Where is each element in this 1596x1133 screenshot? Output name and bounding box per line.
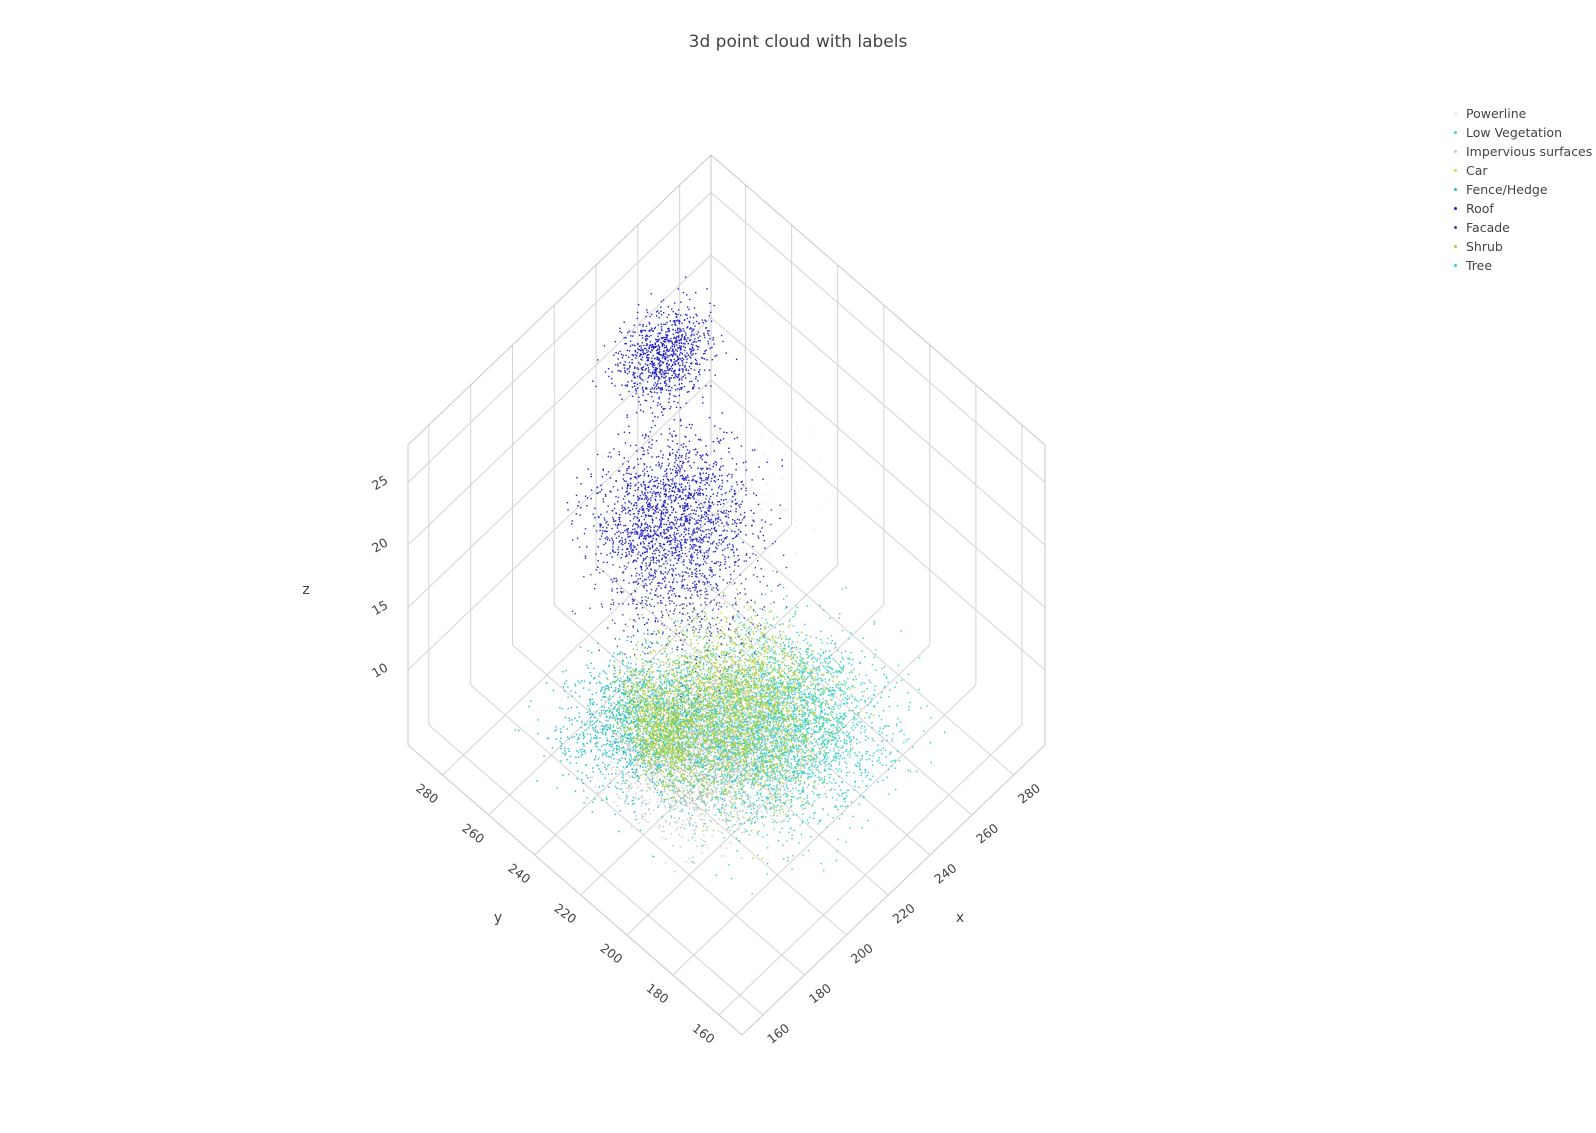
y-tick-label: 240 xyxy=(505,860,533,886)
y-tick-label: 220 xyxy=(551,900,579,926)
legend-item[interactable]: Facade xyxy=(1436,218,1596,237)
floor-grid-y-line xyxy=(626,644,931,936)
z-axis-title: z xyxy=(302,582,309,598)
legend-marker-icon xyxy=(1454,188,1457,191)
legend-marker-icon xyxy=(1454,169,1457,172)
legend-marker-icon xyxy=(1454,245,1457,248)
back-wall-grid-z-line xyxy=(407,379,712,671)
legend-item[interactable]: Car xyxy=(1436,161,1596,180)
series-points-fence-hedge xyxy=(514,622,776,857)
legend-item[interactable]: Powerline xyxy=(1436,104,1596,123)
y-tick-label: 260 xyxy=(459,820,487,846)
series-points-shrub xyxy=(600,649,714,815)
z-tick-label: 15 xyxy=(369,597,390,618)
legend-item[interactable]: Shrub xyxy=(1436,237,1596,256)
legend-label: Shrub xyxy=(1466,239,1503,254)
legend-label: Roof xyxy=(1466,201,1494,216)
y-tick-label: 160 xyxy=(690,1020,718,1046)
grid-lines xyxy=(407,154,1046,1036)
side-wall-grid-z-line xyxy=(710,192,1046,483)
point-cloud xyxy=(514,276,946,895)
side-wall-grid-z-line xyxy=(710,379,1046,671)
floor-grid-x-line xyxy=(428,724,764,1016)
series-points-car xyxy=(648,609,862,790)
x-tick-label: 200 xyxy=(848,940,876,966)
floor-grid-y-line xyxy=(718,724,1023,1016)
chart-title: 3d point cloud with labels xyxy=(688,32,908,52)
z-tick-label: 25 xyxy=(369,472,390,493)
legend-marker-icon xyxy=(1454,264,1457,267)
x-tick-label: 240 xyxy=(931,860,959,886)
floor-grid-x-line xyxy=(679,484,1014,776)
legend-label: Tree xyxy=(1466,258,1493,273)
legend-marker-icon xyxy=(1454,112,1457,115)
floor-grid-y-line xyxy=(488,524,792,816)
box-edge-line xyxy=(741,744,1046,1036)
back-wall-grid-z-line xyxy=(407,192,712,483)
y-tick-label: 280 xyxy=(413,780,441,806)
y-tick-label: 200 xyxy=(597,940,625,966)
side-wall-grid-z-line xyxy=(710,254,1046,546)
z-tick-label: 10 xyxy=(369,660,390,681)
side-wall-grid-z-line xyxy=(710,317,1046,608)
legend-label: Impervious surfaces xyxy=(1466,144,1593,159)
legend-item[interactable]: Tree xyxy=(1436,256,1596,275)
series-points-shrub xyxy=(583,569,875,860)
floor-grid-y-line xyxy=(672,684,977,976)
legend-marker-icon xyxy=(1454,150,1457,153)
y-tick-label: 180 xyxy=(644,980,672,1006)
x-tick-label: 220 xyxy=(890,900,918,926)
floor-grid-x-line xyxy=(470,684,806,976)
z-tick-label: 20 xyxy=(369,535,390,556)
legend-marker-icon xyxy=(1454,207,1457,210)
floor-grid-x-line xyxy=(637,524,973,816)
back-wall-grid-z-line xyxy=(407,317,712,608)
x-axis-title: x xyxy=(956,910,964,926)
box-edge-line xyxy=(407,154,712,446)
floor-grid-x-line xyxy=(553,604,889,896)
x-tick-label: 180 xyxy=(806,980,834,1006)
legend-item[interactable]: Impervious surfaces xyxy=(1436,142,1596,161)
x-tick-label: 260 xyxy=(973,820,1001,846)
y-axis-title: y xyxy=(494,910,502,926)
series-points-roof xyxy=(566,385,783,626)
legend-item[interactable]: Roof xyxy=(1436,199,1596,218)
box-edge-line xyxy=(710,154,1046,446)
box-edge-line xyxy=(407,744,743,1036)
back-wall-grid-z-line xyxy=(407,254,712,546)
legend-label: Car xyxy=(1466,163,1488,178)
legend-label: Powerline xyxy=(1466,106,1527,121)
legend-marker-icon xyxy=(1454,131,1457,134)
legend-label: Fence/Hedge xyxy=(1466,182,1548,197)
legend-item[interactable]: Low Vegetation xyxy=(1436,123,1596,142)
legend: Powerline Low Vegetation Impervious surfac… xyxy=(1436,104,1596,275)
floor-grid-x-line xyxy=(595,564,931,856)
legend-marker-icon xyxy=(1454,226,1457,229)
series-points-roof xyxy=(592,276,738,418)
series-points-powerline xyxy=(621,382,827,601)
legend-label: Facade xyxy=(1466,220,1510,235)
legend-label: Low Vegetation xyxy=(1466,125,1562,140)
x-tick-label: 280 xyxy=(1015,780,1043,806)
legend-item[interactable]: Fence/Hedge xyxy=(1436,180,1596,199)
x-tick-label: 160 xyxy=(764,1020,792,1046)
